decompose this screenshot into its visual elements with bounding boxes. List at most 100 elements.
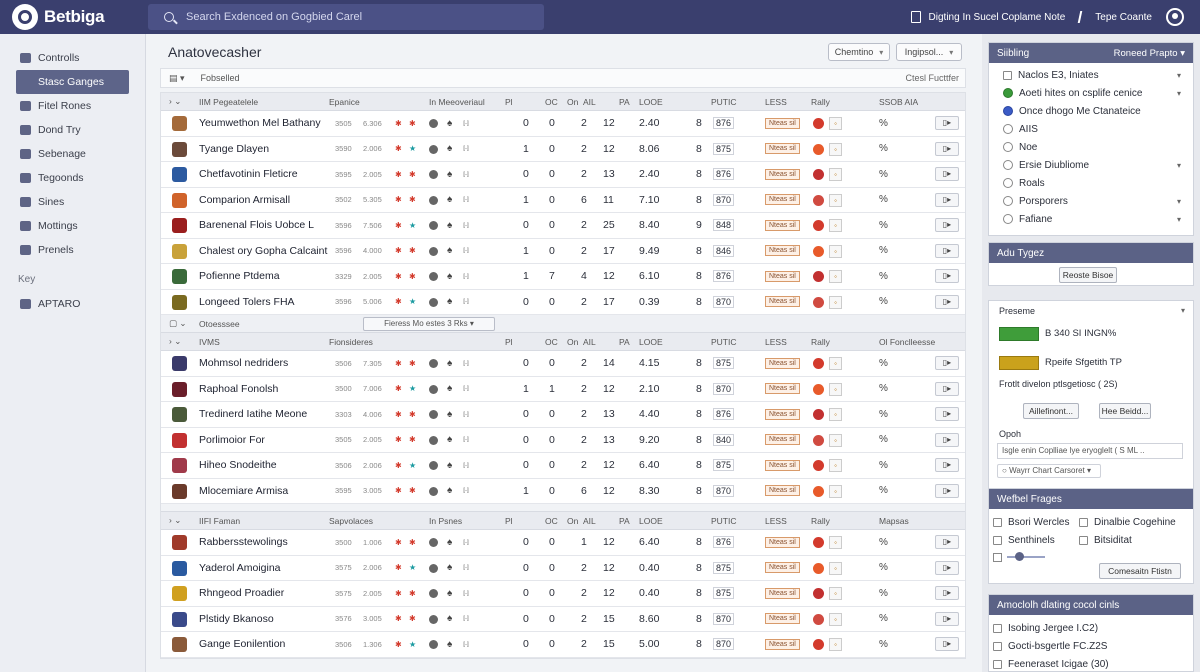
table-row[interactable]: Plstidy Bkanoso 3576 3.005 ✱ ✱ ♠ ℍ 0 0 2… (161, 607, 965, 632)
star-icon[interactable]: ✱ (409, 169, 416, 179)
score-box[interactable]: ◦ (829, 382, 842, 396)
filter-select[interactable]: Ctesl Fucttfer (905, 73, 959, 83)
table-row[interactable]: Gange Eonilention 3506 1.306 ✱ ★ ♠ ℍ 0 0… (161, 632, 965, 658)
cell-box[interactable]: 870 (713, 193, 735, 206)
star-icon[interactable]: ✱ (409, 195, 416, 205)
star-icon[interactable]: ✱ (395, 588, 402, 598)
star-icon[interactable]: ★ (409, 563, 417, 573)
team-name[interactable]: Tredinerd Iatihe Meone (199, 408, 308, 421)
topic-link[interactable]: Tepe Coante (1078, 11, 1152, 23)
score-box[interactable]: ◦ (829, 536, 842, 549)
star-icon[interactable]: ✱ (395, 271, 402, 281)
team-name[interactable]: Barenenal Flois Uobce L (199, 219, 314, 232)
star-icon[interactable]: ★ (409, 144, 417, 154)
cell-odds[interactable]: 8.60 (639, 612, 660, 625)
row-action-button[interactable]: ▯▸ (935, 141, 959, 156)
cell-odds[interactable]: 8.40 (639, 219, 660, 232)
chevron-down-icon[interactable]: ▾ (1176, 196, 1181, 206)
row-action-button[interactable]: ▯▸ (935, 407, 959, 421)
cell-odds[interactable]: 9.20 (639, 433, 660, 446)
cell-box[interactable]: 876 (713, 408, 735, 421)
filter-option[interactable]: Once dhogo Me Ctanateice (989, 102, 1193, 120)
star-icon[interactable]: ✱ (395, 195, 402, 205)
row-action-button[interactable]: ▯▸ (935, 637, 959, 651)
cell-odds[interactable]: 7.10 (639, 193, 660, 206)
star-icon[interactable]: ✱ (395, 144, 402, 154)
star-icon[interactable]: ✱ (395, 246, 402, 256)
filter-option[interactable]: Naclos E3, Iniates ▾ (989, 66, 1193, 84)
checkbox-bitsiditat[interactable]: Bitsiditat (1065, 531, 1132, 549)
sidebar-item-mottings[interactable]: Mottings (0, 214, 145, 238)
row-action-button[interactable]: ▯▸ (935, 381, 959, 396)
sidebar-item-fitel-rones[interactable]: Fitel Rones (0, 94, 145, 118)
score-box[interactable]: ◦ (829, 142, 842, 156)
notes-link[interactable]: Digting In Sucel Coplame Note (910, 11, 1065, 23)
row-action-button[interactable]: ▯▸ (935, 218, 959, 232)
row-action-button[interactable]: ▯▸ (935, 192, 959, 207)
filter-option[interactable]: Ersie Diubliome ▾ (989, 156, 1193, 174)
table-row[interactable]: Chalest ory Gopha Calcaint 3596 4.000 ✱ … (161, 239, 965, 264)
star-icon[interactable]: ✱ (409, 486, 416, 496)
table-row[interactable]: Rabbersstewolings 3500 1.006 ✱ ✱ ♠ ℍ 0 0… (161, 530, 965, 556)
cell-box[interactable]: 870 (713, 638, 735, 651)
score-box[interactable]: ◦ (829, 219, 842, 232)
cell-odds[interactable]: 0.40 (639, 587, 660, 600)
score-box[interactable]: ◦ (829, 459, 842, 472)
table-row[interactable]: Rhngeod Proadier 3575 2.005 ✱ ✱ ♠ ℍ 0 0 … (161, 581, 965, 607)
chevron-down-icon[interactable]: ▾ (1176, 88, 1181, 98)
row-action-button[interactable]: ▯▸ (935, 560, 959, 575)
section-toggle-icon[interactable]: ▢ ⌄ (169, 318, 187, 328)
filter-option[interactable]: AIIS (989, 120, 1193, 138)
score-box[interactable]: ◦ (829, 168, 842, 181)
star-icon[interactable]: ★ (409, 297, 417, 307)
checkbox-dinalbie[interactable]: Dinalbie Cogehine (1065, 513, 1176, 531)
score-box[interactable]: ◦ (829, 270, 842, 283)
star-icon[interactable]: ✱ (395, 409, 402, 419)
filter-card-action[interactable]: Roneed Prapto ▾ (1113, 47, 1185, 59)
cell-box[interactable]: 846 (713, 244, 735, 257)
slider-checkbox[interactable] (993, 553, 1002, 562)
user-avatar-icon[interactable] (1166, 8, 1184, 26)
cell-odds[interactable]: 6.10 (639, 270, 660, 283)
cell-odds[interactable]: 2.40 (639, 168, 660, 181)
star-icon[interactable]: ✱ (395, 563, 402, 573)
table-row[interactable]: Chetfavotinin Fleticre 3595 2.005 ✱ ✱ ♠ … (161, 162, 965, 188)
row-action-button[interactable]: ▯▸ (935, 458, 959, 472)
preset-chevron-icon[interactable]: ▾ (1180, 306, 1185, 315)
score-box[interactable]: ◦ (829, 295, 842, 309)
cell-box[interactable]: 840 (713, 433, 735, 446)
chevron-down-icon[interactable]: ▾ (1176, 70, 1181, 80)
team-name[interactable]: Gange Eonilention (199, 638, 286, 651)
chevron-down-icon[interactable]: ▾ (1176, 214, 1181, 224)
cell-odds[interactable]: 8.06 (639, 142, 660, 155)
cell-box[interactable]: 848 (713, 219, 735, 232)
app-logo[interactable]: Betbiga (0, 4, 146, 30)
cell-box[interactable]: 870 (713, 382, 735, 395)
table-row[interactable]: Comparion Armisall 3502 5.305 ✱ ✱ ♠ ℍ 1 … (161, 188, 965, 213)
cell-box[interactable]: 876 (713, 536, 735, 549)
cell-odds[interactable]: 2.40 (639, 117, 660, 130)
star-icon[interactable]: ✱ (395, 435, 402, 445)
cell-odds[interactable]: 0.40 (639, 561, 660, 574)
team-name[interactable]: Yaderol Amoigina (199, 561, 281, 574)
star-icon[interactable]: ★ (409, 639, 417, 649)
team-name[interactable]: Plstidy Bkanoso (199, 612, 274, 625)
star-icon[interactable]: ✱ (409, 537, 416, 547)
row-action-button[interactable]: ▯▸ (935, 243, 959, 258)
team-name[interactable]: Chalest ory Gopha Calcaint (199, 244, 328, 257)
star-icon[interactable]: ✱ (409, 614, 416, 624)
sidebar-item-aptaro[interactable]: APTARO (0, 292, 145, 316)
score-box[interactable]: ◦ (829, 587, 842, 600)
table-row[interactable]: Yaderol Amoigina 3575 2.006 ✱ ★ ♠ ℍ 0 0 … (161, 556, 965, 581)
score-box[interactable]: ◦ (829, 193, 842, 207)
cell-box[interactable]: 875 (713, 459, 735, 472)
cell-box[interactable]: 870 (713, 484, 735, 497)
sidebar-item-sines[interactable]: Sines (0, 190, 145, 214)
cell-box[interactable]: 875 (713, 357, 735, 370)
cell-box[interactable]: 876 (713, 117, 735, 130)
score-box[interactable]: ◦ (829, 561, 842, 575)
sidebar-item-prenels[interactable]: Prenels (0, 238, 145, 262)
score-box[interactable]: ◦ (829, 484, 842, 498)
sidebar-item-controlls[interactable]: Controlls (0, 46, 145, 70)
score-box[interactable]: ◦ (829, 244, 842, 258)
